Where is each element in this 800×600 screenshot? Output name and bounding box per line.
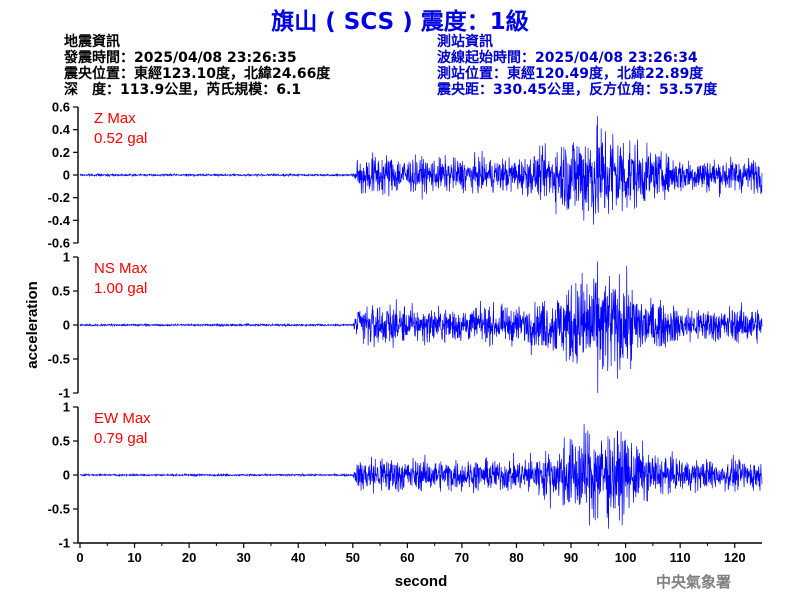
component-max-value: 0.79 gal xyxy=(94,430,147,447)
depth-magnitude: 深 度：113.9公里，芮氏規模：6.1 xyxy=(64,82,302,98)
origin-time: 發震時間：2025/04/08 23:26:35 xyxy=(64,50,297,66)
y-axis-label: acceleration xyxy=(24,281,41,369)
station-info: 測站資訊 波線起始時間：2025/04/08 23:26:34 測站位置：東經1… xyxy=(437,34,717,98)
component-max-label: NS Max xyxy=(94,260,148,277)
waveform-trace-2 xyxy=(79,423,763,529)
y-tick-label: 0.5 xyxy=(52,434,70,449)
station-info-heading: 測站資訊 xyxy=(437,34,493,50)
y-tick-label: 0.2 xyxy=(52,145,70,160)
component-max-label: EW Max xyxy=(94,410,151,427)
y-tick-label: -0.4 xyxy=(48,213,71,228)
agency-footer: 中央氣象署 xyxy=(656,573,732,591)
y-tick-label: 1 xyxy=(63,400,70,415)
x-tick-label: 30 xyxy=(236,550,250,565)
component-max-label: Z Max xyxy=(94,110,136,127)
x-tick-label: 120 xyxy=(724,550,746,565)
x-tick-label: 90 xyxy=(564,550,578,565)
epicentral-distance: 震央距：330.45公里，反方位角：53.57度 xyxy=(437,82,718,98)
y-tick-label: -0.5 xyxy=(48,502,70,517)
y-tick-label: -0.2 xyxy=(48,190,70,205)
earthquake-info-heading: 地震資訊 xyxy=(64,34,120,50)
x-tick-label: 80 xyxy=(509,550,523,565)
y-tick-label: 0.6 xyxy=(52,100,70,115)
x-tick-label: 110 xyxy=(670,550,691,565)
x-tick-label: 60 xyxy=(400,550,414,565)
waveform-start-time: 波線起始時間：2025/04/08 23:26:34 xyxy=(437,50,698,66)
y-tick-label: -1 xyxy=(58,386,70,401)
earthquake-info: 地震資訊 發震時間：2025/04/08 23:26:35 震央位置：東經123… xyxy=(64,34,330,98)
y-tick-label: 0 xyxy=(63,168,70,183)
y-tick-label: -0.6 xyxy=(48,236,70,251)
x-tick-label: 100 xyxy=(615,550,637,565)
x-axis-label: second xyxy=(395,573,448,590)
y-tick-label: 0.5 xyxy=(52,284,70,299)
waveform-trace-0 xyxy=(79,116,763,225)
station-location: 測站位置：東經120.49度，北緯22.89度 xyxy=(437,66,704,82)
y-tick-label: -0.5 xyxy=(48,352,70,367)
waveform-trace-1 xyxy=(79,261,763,394)
component-max-value: 0.52 gal xyxy=(94,130,147,147)
component-max-value: 1.00 gal xyxy=(94,280,147,297)
y-tick-label: 0 xyxy=(63,468,70,483)
x-tick-label: 40 xyxy=(291,550,305,565)
y-tick-label: -1 xyxy=(58,536,70,551)
y-tick-label: 0.4 xyxy=(52,122,71,137)
y-tick-label: 1 xyxy=(63,250,70,265)
x-tick-label: 0 xyxy=(76,550,83,565)
chart-title: 旗山 ( SCS ) 震度：1級 xyxy=(271,9,529,35)
y-tick-label: 0 xyxy=(63,318,70,333)
x-tick-label: 70 xyxy=(455,550,469,565)
x-tick-label: 10 xyxy=(127,550,141,565)
x-tick-label: 20 xyxy=(182,550,196,565)
x-tick-label: 50 xyxy=(346,550,360,565)
epicenter-location: 震央位置：東經123.10度，北緯24.66度 xyxy=(64,66,331,82)
